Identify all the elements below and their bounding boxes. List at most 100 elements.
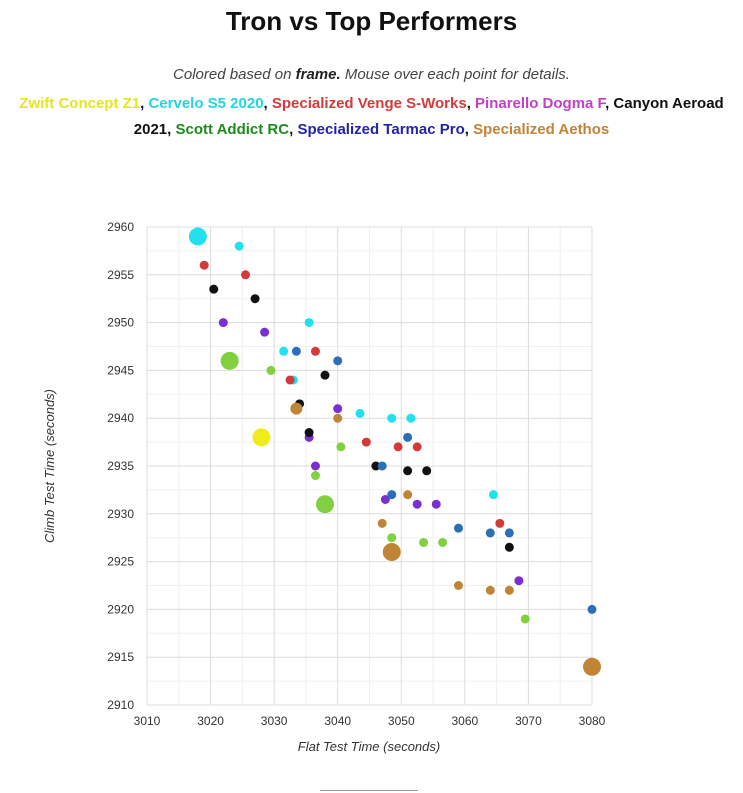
x-tick-label: 3040	[324, 714, 351, 728]
data-point	[250, 294, 260, 304]
chart-subtitle: Colored based on frame. Mouse over each …	[0, 66, 743, 83]
data-point	[336, 442, 346, 452]
data-point	[361, 437, 371, 447]
data-point	[285, 375, 295, 385]
subtitle-prefix: Colored based on	[173, 66, 296, 83]
data-point	[316, 495, 334, 514]
legend-separator: ,	[466, 95, 476, 112]
y-tick-label: 2920	[107, 602, 134, 616]
data-point	[320, 370, 330, 380]
y-tick-label: 2950	[107, 316, 134, 330]
data-point	[234, 241, 244, 251]
x-tick-label: 3010	[134, 714, 161, 728]
x-tick-label: 3020	[197, 714, 224, 728]
data-point	[495, 518, 505, 528]
data-point	[333, 404, 343, 414]
data-point	[218, 318, 228, 328]
legend-item: Scott Addict RC	[175, 121, 290, 138]
data-point	[454, 581, 463, 590]
data-point	[188, 227, 207, 246]
data-point	[403, 432, 413, 442]
data-point	[333, 356, 343, 366]
data-point	[412, 499, 422, 509]
data-point	[310, 461, 320, 471]
data-point	[304, 318, 314, 328]
y-tick-label: 2910	[107, 698, 134, 712]
data-point	[310, 471, 320, 481]
data-point	[377, 518, 387, 528]
data-point	[406, 413, 416, 423]
data-point	[412, 442, 422, 452]
y-tick-label: 2930	[107, 507, 134, 521]
y-tick-label: 2945	[107, 363, 134, 377]
chart-title: Tron vs Top Performers	[225, 6, 518, 36]
data-point	[291, 346, 301, 356]
data-point	[279, 346, 289, 356]
data-point	[377, 461, 387, 471]
data-point	[504, 528, 514, 538]
x-tick-labels: 3010 3020 3030 3040 3050 3060 3070 3080	[134, 714, 606, 728]
x-tick-label: 3070	[515, 714, 542, 728]
data-point	[438, 537, 448, 547]
legend-separator: ,	[140, 95, 149, 112]
data-point	[422, 466, 432, 476]
data-point	[220, 351, 239, 370]
legend-item: Specialized Aethos	[473, 121, 610, 138]
data-point	[355, 408, 365, 418]
y-tick-label: 2915	[107, 650, 134, 664]
x-tick-label: 3050	[388, 714, 415, 728]
data-point	[241, 270, 251, 280]
y-tick-label: 2935	[107, 459, 134, 473]
legend-item: Cervelo S5 2020	[148, 95, 264, 112]
data-point	[485, 585, 495, 595]
data-point	[583, 657, 601, 676]
x-tick-label: 3080	[579, 714, 606, 728]
y-tick-label: 2955	[107, 268, 134, 282]
legend-separator: ,	[605, 95, 614, 112]
data-point	[387, 533, 397, 543]
data-point	[387, 413, 397, 423]
major-gridlines	[146, 226, 593, 706]
data-point	[199, 260, 209, 270]
data-point	[371, 461, 381, 471]
data-point	[419, 537, 429, 547]
legend-item: Specialized Venge S-Works	[271, 95, 467, 112]
data-point	[209, 284, 219, 294]
data-point	[382, 543, 401, 562]
subtitle-suffix: Mouse over each point for details.	[340, 66, 570, 83]
data-point	[504, 542, 514, 552]
legend: Zwift Concept Z1, Cervelo S5 2020, Speci…	[10, 91, 733, 143]
subtitle-bold: frame.	[295, 66, 341, 83]
y-tick-labels: 2910 2915 2920 2925 2930 2935 2940 2945 2950 2955…	[107, 220, 134, 712]
y-tick-label: 2940	[107, 411, 134, 425]
data-point	[454, 523, 463, 533]
legend-item: Pinarello Dogma F	[475, 95, 606, 112]
legend-separator: ,	[167, 121, 176, 138]
data-point	[333, 413, 343, 423]
data-point	[504, 585, 514, 595]
data-point	[403, 466, 413, 476]
data-point	[485, 528, 495, 538]
data-point	[304, 428, 314, 438]
data-point	[252, 428, 271, 447]
data-point	[380, 494, 390, 504]
data-points	[188, 227, 601, 676]
y-tick-label: 2960	[107, 220, 134, 234]
x-tick-label: 3030	[261, 714, 288, 728]
legend-separator: ,	[464, 121, 474, 138]
legend-separator: ,	[289, 121, 298, 138]
legend-item: Zwift Concept Z1	[19, 95, 141, 112]
data-point	[514, 576, 524, 586]
data-point	[260, 327, 270, 337]
legend-separator: ,	[263, 95, 272, 112]
x-tick-label: 3060	[452, 714, 479, 728]
data-point	[488, 490, 498, 500]
data-point	[266, 365, 276, 375]
y-tick-label: 2925	[107, 555, 134, 569]
data-point	[393, 442, 403, 452]
legend-item: Canyon Aeroad 2021	[133, 95, 724, 138]
bottom-divider	[320, 790, 418, 791]
data-point	[587, 604, 597, 614]
legend-item: Specialized Tarmac Pro	[297, 121, 465, 138]
